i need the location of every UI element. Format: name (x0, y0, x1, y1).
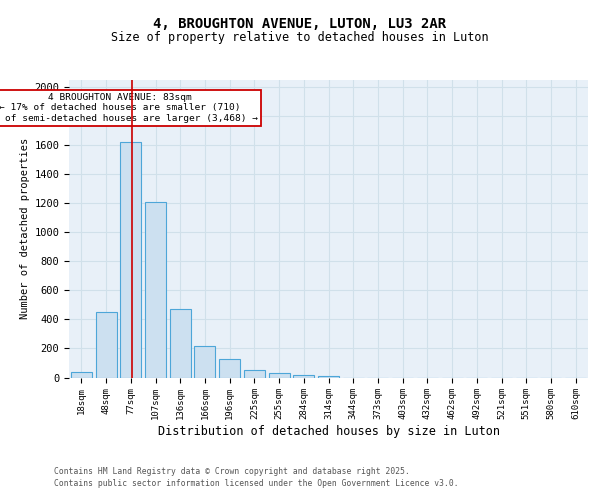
Text: Contains HM Land Registry data © Crown copyright and database right 2025.: Contains HM Land Registry data © Crown c… (54, 467, 410, 476)
Bar (219, 358, 240, 378)
Bar (318, 376, 339, 378)
Bar (269, 373, 290, 378)
Bar (170, 310, 191, 378)
X-axis label: Distribution of detached houses by size in Luton: Distribution of detached houses by size … (157, 425, 499, 438)
Bar (145, 202, 166, 378)
Bar (71, 372, 92, 378)
Bar (244, 370, 265, 378)
Y-axis label: Number of detached properties: Number of detached properties (20, 138, 30, 320)
Text: 4 BROUGHTON AVENUE: 83sqm
← 17% of detached houses are smaller (710)
82% of semi: 4 BROUGHTON AVENUE: 83sqm ← 17% of detac… (0, 93, 257, 123)
Text: Contains public sector information licensed under the Open Government Licence v3: Contains public sector information licen… (54, 478, 458, 488)
Bar (95, 312, 116, 378)
Bar (194, 346, 215, 378)
Bar (120, 142, 141, 378)
Text: Size of property relative to detached houses in Luton: Size of property relative to detached ho… (111, 31, 489, 44)
Text: 4, BROUGHTON AVENUE, LUTON, LU3 2AR: 4, BROUGHTON AVENUE, LUTON, LU3 2AR (154, 18, 446, 32)
Bar (293, 376, 314, 378)
